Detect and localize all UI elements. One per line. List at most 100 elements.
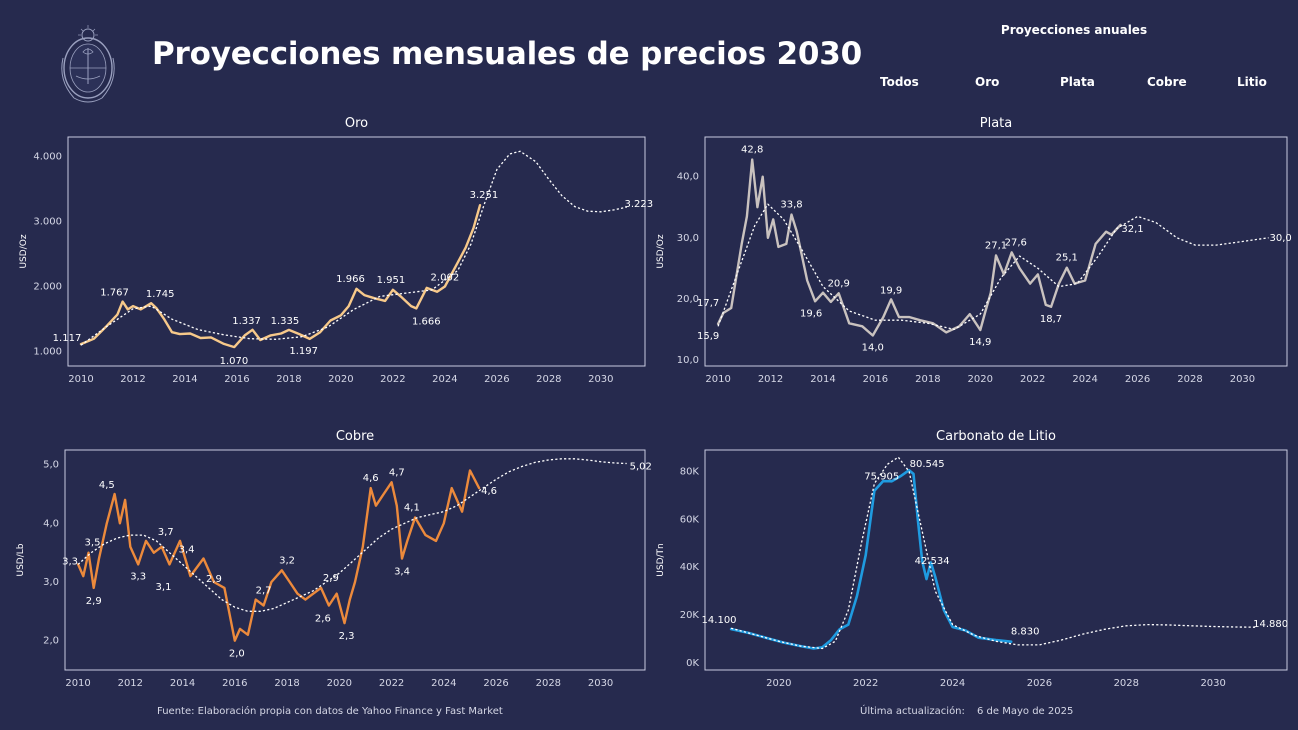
- plata-x-tick-label: 2022: [1020, 374, 1045, 385]
- plata-y-axis-label: USD/Oz: [656, 234, 666, 268]
- plata-x-tick-label: 2024: [1072, 374, 1097, 385]
- litio-data-label: 8.830: [1011, 627, 1040, 638]
- cobre-x-tick-label: 2028: [536, 678, 561, 689]
- plata-x-tick-label: 2016: [863, 374, 888, 385]
- oro-data-label: 1.335: [271, 316, 300, 327]
- plata-data-label: 14,0: [862, 342, 884, 353]
- filter-button-cobre[interactable]: Cobre: [1147, 75, 1187, 89]
- litio-y-tick-label: 40K: [680, 562, 700, 573]
- cobre-projection-series-line: [77, 458, 627, 612]
- litio-actual-series-line: [729, 468, 1013, 650]
- litio-x-tick-label: 2030: [1200, 678, 1225, 689]
- footer-updated-label: Última actualización:: [860, 706, 965, 717]
- cobre-data-label: 3,2: [279, 555, 295, 566]
- oro-x-tick-label: 2022: [380, 374, 405, 385]
- filter-button-oro[interactable]: Oro: [975, 75, 1000, 89]
- litio-data-label: 42.534: [915, 556, 950, 567]
- oro-y-tick-label: 2.000: [33, 282, 62, 293]
- page-title: Proyecciones mensuales de precios 2030: [152, 36, 863, 72]
- plata-data-label: 18,7: [1040, 314, 1062, 325]
- litio-projection-series-line: [730, 456, 1257, 650]
- cobre-data-label: 2,9: [86, 596, 102, 607]
- cobre-data-label: 2,3: [339, 631, 355, 642]
- oro-x-tick-label: 2030: [588, 374, 613, 385]
- oro-data-label: 1.197: [289, 346, 318, 357]
- cobre-data-label: 3,4: [179, 545, 195, 556]
- litio-chart: Carbonato de Litio USD/Tn 0K 20K 40K 60K 80K 20…: [656, 429, 1288, 689]
- oro-x-tick-label: 2024: [432, 374, 457, 385]
- litio-data-label: 75.905: [864, 471, 899, 482]
- oro-projection-series-line: [80, 150, 627, 346]
- oro-x-tick-label: 2020: [328, 374, 353, 385]
- plata-actual-series-line: [716, 158, 1122, 337]
- plata-y-tick-label: 30,0: [677, 233, 699, 244]
- plata-x-tick-label: 2014: [810, 374, 835, 385]
- filter-heading: Proyecciones anuales: [1000, 23, 1148, 37]
- cobre-chart-title: Cobre: [336, 429, 374, 444]
- cobre-data-label: 2,0: [229, 649, 245, 660]
- filter-button-litio[interactable]: Litio: [1237, 75, 1267, 89]
- litio-x-tick-label: 2026: [1027, 678, 1052, 689]
- litio-data-label: 14.880: [1253, 619, 1288, 630]
- litio-y-axis-label: USD/Tn: [656, 543, 666, 576]
- oro-data-label: 2.002: [431, 273, 460, 284]
- cobre-x-tick-label: 2010: [65, 678, 90, 689]
- oro-chart-title: Oro: [345, 116, 368, 131]
- oro-x-tick-label: 2016: [224, 374, 249, 385]
- cobre-data-label: 3,1: [156, 582, 172, 593]
- plata-data-label: 19,9: [880, 285, 902, 296]
- oro-y-tick-label: 1.000: [33, 347, 62, 358]
- cobre-y-tick-label: 3,0: [43, 577, 59, 588]
- cobre-data-label: 2,9: [206, 574, 222, 585]
- plata-x-tick-label: 2030: [1230, 374, 1255, 385]
- oro-y-tick-label: 4.000: [33, 152, 62, 163]
- cobre-data-label: 3,4: [394, 567, 410, 578]
- cobre-data-label: 2,7: [256, 586, 272, 597]
- cobre-data-label: 2,6: [315, 613, 331, 624]
- plata-x-tick-label: 2028: [1177, 374, 1202, 385]
- footer-updated-value: 6 de Mayo de 2025: [977, 706, 1074, 717]
- oro-x-tick-label: 2014: [172, 374, 197, 385]
- plata-y-tick-label: 10,0: [677, 355, 699, 366]
- litio-x-tick-label: 2022: [853, 678, 878, 689]
- cobre-chart: Cobre USD/Lb 2,0 3,0 4,0 5,0 2010 2012 2014 2016 2…: [16, 429, 652, 689]
- cobre-x-tick-label: 2020: [327, 678, 352, 689]
- oro-y-tick-label: 3.000: [33, 217, 62, 228]
- cobre-x-tick-label: 2030: [588, 678, 613, 689]
- plata-data-label: 27,1: [985, 240, 1007, 251]
- oro-data-label: 1.745: [146, 289, 175, 300]
- plata-data-label: 33,8: [780, 200, 802, 211]
- cobre-data-label: 4,7: [389, 467, 405, 478]
- oro-x-tick-label: 2028: [536, 374, 561, 385]
- plata-data-label: 17,7: [697, 298, 719, 309]
- plata-projection-series-line: [717, 203, 1269, 331]
- plata-data-label: 19,6: [800, 308, 822, 319]
- plata-chart: Plata USD/Oz 10,0 20,0 30,0 40,0 2010 2012 2014 2…: [656, 116, 1292, 385]
- oro-x-tick-label: 2010: [68, 374, 93, 385]
- litio-data-label: 80.545: [910, 459, 945, 470]
- cobre-y-tick-label: 4,0: [43, 518, 59, 529]
- oro-data-label: 1.767: [100, 288, 129, 299]
- cobre-data-label: 3,3: [62, 556, 78, 567]
- litio-plot-frame: [704, 449, 1288, 671]
- oro-data-label: 1.951: [377, 275, 406, 286]
- cobre-data-label: 2,9: [323, 573, 339, 584]
- plata-data-label: 20,9: [828, 278, 850, 289]
- oro-x-tick-label: 2012: [120, 374, 145, 385]
- plata-x-tick-label: 2010: [705, 374, 730, 385]
- plata-data-label: 32,1: [1121, 224, 1143, 235]
- cobre-x-tick-label: 2018: [274, 678, 299, 689]
- filter-button-todos[interactable]: Todos: [880, 75, 919, 89]
- oro-data-label: 1.666: [412, 316, 441, 327]
- cobre-plot-frame: [64, 449, 646, 671]
- cobre-data-label: 3,3: [130, 571, 146, 582]
- cobre-data-label: 5,02: [630, 461, 652, 472]
- cobre-x-tick-label: 2014: [170, 678, 195, 689]
- litio-x-tick-label: 2020: [766, 678, 791, 689]
- filter-button-plata[interactable]: Plata: [1060, 75, 1095, 89]
- plata-x-tick-label: 2012: [758, 374, 783, 385]
- cobre-x-tick-label: 2012: [118, 678, 143, 689]
- oro-x-tick-label: 2018: [276, 374, 301, 385]
- cobre-x-tick-label: 2022: [379, 678, 404, 689]
- plata-x-tick-label: 2020: [968, 374, 993, 385]
